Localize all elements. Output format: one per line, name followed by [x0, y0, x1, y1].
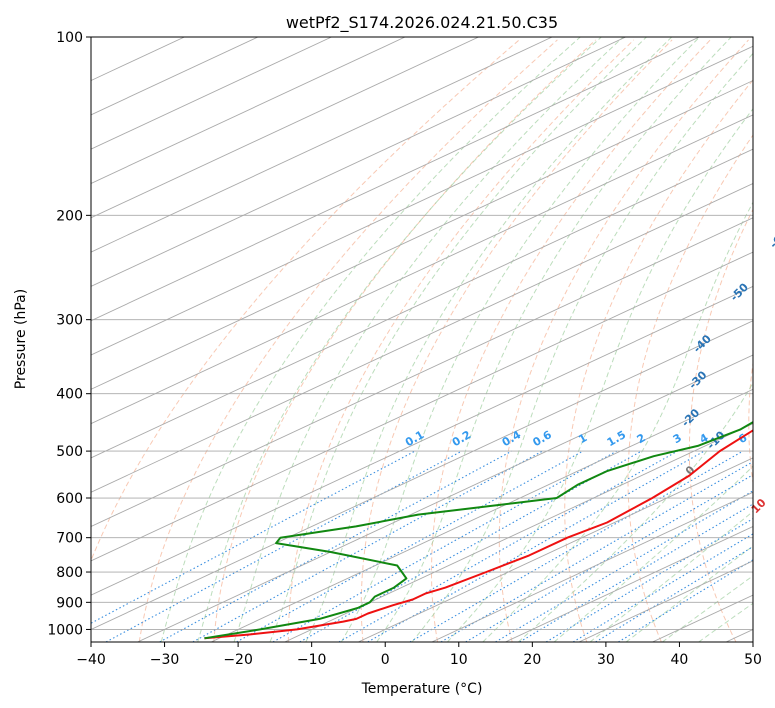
grid-lines: [91, 37, 753, 642]
mixing-ratio-line: [572, 533, 753, 642]
isotherm: [91, 320, 753, 630]
isotherm: [91, 285, 753, 596]
isotherm: [505, 526, 753, 642]
y-tick-label: 500: [56, 444, 83, 460]
y-tick-label: 800: [56, 565, 83, 581]
mixing-ratio-line: [409, 450, 744, 642]
moist-adiabat: [376, 37, 732, 642]
isotherm-label: -60: [767, 228, 775, 251]
x-tick-label: 0: [381, 652, 390, 668]
dry-adiabat: [287, 39, 635, 642]
y-tick-label: 1000: [47, 622, 83, 638]
moist-adiabat: [305, 37, 673, 642]
plot-area: [91, 37, 753, 642]
dewpoint-profile: [204, 420, 753, 640]
temperature-profile: [204, 429, 753, 640]
moist-adiabat: [553, 465, 753, 642]
moist-adiabat: [160, 37, 581, 642]
x-tick-label: −10: [297, 652, 327, 668]
mixing-ratio-line: [272, 450, 617, 642]
mixing-ratio-line: [159, 450, 512, 642]
x-axis-ticks: −40 −30 −20 −10 0 10 20 30 40 50: [76, 642, 762, 668]
mixing-ratio-line: [192, 450, 543, 642]
isotherm: [91, 37, 700, 322]
x-tick-label: 40: [671, 652, 689, 668]
mixing-ratio-line: [105, 450, 463, 642]
y-tick-label: 100: [56, 30, 83, 46]
x-tick-label: 30: [597, 652, 615, 668]
moist-adiabat: [411, 52, 753, 642]
isotherm: [358, 457, 753, 642]
moist-adiabat: [447, 108, 753, 642]
isotherm: [91, 45, 753, 356]
isotherm: [91, 37, 479, 219]
dry-adiabat: [564, 79, 753, 642]
dry-adiabat: [627, 134, 753, 642]
mixing-ratio-line: [595, 546, 753, 642]
isotherm: [284, 423, 753, 642]
isotherm: [91, 37, 553, 253]
dry-adiabat: [213, 39, 596, 642]
moist-adiabat: [482, 201, 753, 642]
y-tick-label: 700: [56, 531, 83, 547]
isotherm: [91, 37, 626, 287]
y-tick-label: 600: [56, 491, 83, 507]
moist-adiabat: [589, 510, 753, 642]
x-tick-label: −40: [76, 652, 106, 668]
isotherm: [91, 80, 753, 390]
moist-adiabat: [340, 37, 700, 642]
mixing-ratio-line: [465, 474, 753, 642]
y-axis-label: Pressure (hPa): [13, 289, 29, 389]
mixing-ratio-line: [519, 503, 753, 642]
moist-adiabat: [269, 37, 647, 642]
x-tick-label: 10: [450, 652, 468, 668]
x-tick-label: −30: [150, 652, 180, 668]
dry-adiabat: [688, 208, 753, 642]
isotherm: [91, 37, 332, 150]
isotherm: [91, 114, 753, 425]
y-tick-label: 400: [56, 387, 83, 403]
plot-frame: [90, 36, 754, 643]
moist-adiabat: [233, 37, 624, 642]
y-tick-label: 200: [56, 208, 83, 224]
x-axis-label: Temperature (°C): [361, 681, 483, 697]
profiles: [204, 420, 753, 640]
x-tick-label: 50: [744, 652, 762, 668]
isotherm: [431, 491, 753, 642]
isotherm: [91, 251, 753, 562]
isotherm: [91, 148, 753, 459]
isotherm: [91, 182, 753, 493]
background-lines: [91, 37, 753, 642]
isotherm: [137, 354, 753, 642]
x-tick-label: −20: [223, 652, 253, 668]
y-tick-label: 900: [56, 595, 83, 611]
dry-adiabat: [498, 39, 749, 642]
dry-adiabat: [91, 39, 520, 562]
y-axis-ticks: 100 200 300 400 500 600 700 800 900 1000: [47, 30, 91, 638]
x-tick-label: 20: [523, 652, 541, 668]
isotherm: [211, 388, 753, 642]
isotherm: [91, 37, 406, 184]
mixing-ratio-line: [618, 559, 753, 642]
y-tick-label: 300: [56, 313, 83, 329]
isotherm: [91, 217, 753, 528]
mixing-ratio-line: [545, 518, 753, 642]
chart-title: wetPf2_S174.2026.024.21.50.C35: [286, 13, 558, 33]
dry-adiabat: [360, 39, 673, 642]
